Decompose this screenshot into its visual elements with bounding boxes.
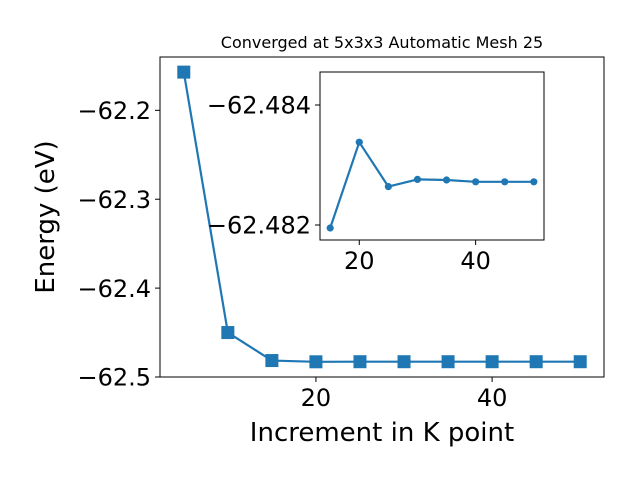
main-x-tick-label: 40 [477, 384, 508, 412]
inset-data-point [530, 178, 538, 186]
inset-data-point [442, 176, 451, 184]
inset-axes: 20 40 −62.484−62.482 [207, 71, 545, 275]
main-data-point [221, 326, 235, 340]
main-data-point [177, 65, 191, 79]
inset-plot-frame [319, 71, 545, 241]
inset-data-point [472, 178, 480, 186]
main-data-point [573, 355, 587, 369]
main-data-point [529, 355, 543, 369]
main-data-point [397, 355, 411, 369]
main-y-tick-label: −62.3 [77, 186, 151, 214]
main-y-tick-label: −62.4 [77, 275, 151, 303]
main-data-point [441, 355, 455, 369]
main-data-point [265, 354, 279, 368]
main-series-line [182, 71, 581, 363]
inset-data-point [384, 183, 392, 191]
inset-y-ticks: −62.484 −62.482 [207, 92, 320, 240]
inset-data-point [355, 138, 363, 146]
main-data-point [485, 355, 499, 369]
inset-y-tick-label: −62.484 [207, 92, 311, 120]
main-data-point [353, 355, 367, 369]
inset-data-point [501, 178, 509, 186]
inset-data-point [326, 224, 334, 232]
main-data-point [309, 355, 323, 369]
inset-series [326, 138, 538, 232]
main-y-tick-label: −62.5 [77, 364, 151, 392]
y-axis-label: Energy (eV) [31, 140, 61, 293]
inset-x-tick-label: 20 [344, 247, 375, 275]
main-y-tick-label: −62.2 [77, 97, 151, 125]
main-series [177, 65, 587, 369]
main-y-ticks: −62.2 −62.3 −62.4 −62.5 [77, 97, 160, 392]
main-x-tick-label: 20 [301, 384, 332, 412]
inset-x-ticks: 20 40 [344, 240, 491, 275]
inset-x-tick-label: 40 [460, 247, 491, 275]
inset-series-line [329, 141, 534, 229]
x-axis-label: Increment in K point [250, 418, 514, 448]
inset-data-point [413, 175, 422, 183]
inset-y-tick-label: −62.482 [207, 212, 311, 240]
main-x-ticks: 20 40 [301, 377, 508, 412]
chart-title: Converged at 5x3x3 Automatic Mesh 25 [221, 33, 543, 52]
